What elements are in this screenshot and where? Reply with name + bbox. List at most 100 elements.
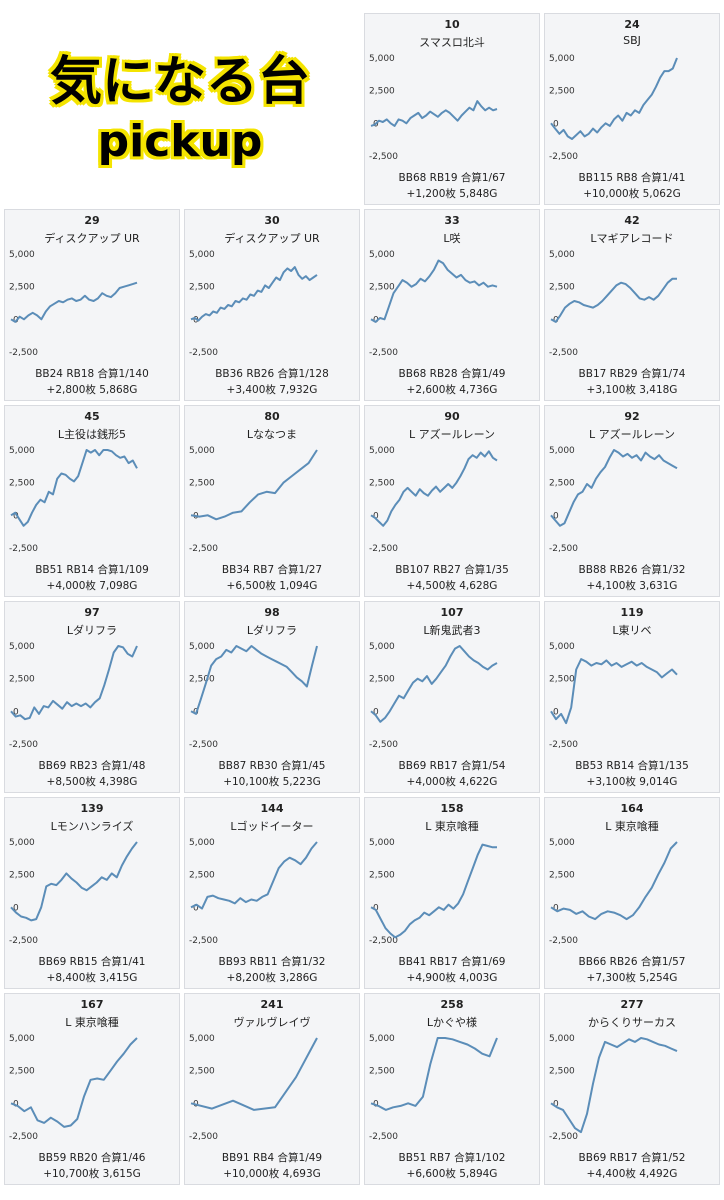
machine-name: L新鬼武者3 [423,624,481,637]
bonus-stats: BB115 RB8 合算1/41 [578,172,686,184]
machine-number: 29 [84,214,100,227]
machine-name: L アズールレーン [408,428,496,441]
machine-name: ディスクアップ UR [44,232,140,245]
machine-number: 107 [440,606,464,619]
machine-card: 90 L アズールレーン 5,000 2,500 0 -2,500 BB107 RB27 合… [364,405,540,597]
machine-name: ヴァルヴレイヴ [233,1016,311,1029]
result-stats: +3,100枚 9,014G [586,776,678,788]
y-tick-label: 0 [193,903,199,913]
machine-number: 30 [264,214,280,227]
y-tick-label: 0 [553,707,559,717]
bonus-stats: BB93 RB11 合算1/32 [218,956,326,968]
machine-card: 98 Lダリフラ 5,000 2,500 0 -2,500 BB87 RB30 合算1/45… [184,601,360,793]
y-tick-label: -2,500 [189,348,218,358]
machine-card: 277 からくりサーカス 5,000 2,500 0 -2,500 BB69 RB17 合算… [544,993,720,1185]
machine-card: 10 スマスロ北斗 5,000 2,500 0 -2,500 BB68 RB19 合算1/6… [364,13,540,205]
y-tick-label: 0 [553,1099,559,1109]
y-tick-label: -2,500 [189,544,218,554]
y-tick-label: 2,500 [9,283,35,293]
series-line [190,449,318,521]
machine-card: 158 L 東京喰種 5,000 2,500 0 -2,500 BB41 RB17 合算1/… [364,797,540,989]
bonus-stats: BB51 RB7 合算1/102 [398,1152,506,1164]
machine-card: 241 ヴァルヴレイヴ 5,000 2,500 0 -2,500 BB91 RB4 合算1/… [184,993,360,1185]
result-stats: +4,000枚 4,622G [406,776,498,788]
bonus-stats: BB34 RB7 合算1/27 [221,564,323,576]
y-tick-label: 5,000 [9,250,35,260]
y-tick-label: 5,000 [369,54,395,64]
y-tick-label: 2,500 [369,675,395,685]
y-tick-label: 2,500 [9,479,35,489]
series-line [370,843,497,939]
bonus-stats: BB91 RB4 合算1/49 [221,1152,323,1164]
machine-card: 33 L咲 5,000 2,500 0 -2,500 BB68 RB28 合算1/49 +2,… [364,209,540,401]
y-tick-label: -2,500 [369,152,398,162]
result-stats: +4,400枚 4,492G [586,1168,678,1180]
machine-card: 24 SBJ 5,000 2,500 0 -2,500 BB115 RB8 合算1/41 +1… [544,13,720,205]
result-stats: +4,900枚 4,003G [406,972,498,984]
y-tick-label: 5,000 [9,446,35,456]
machine-number: 241 [260,998,284,1011]
machine-number: 33 [444,214,460,227]
y-tick-label: -2,500 [369,936,398,946]
machine-name: SBJ [623,34,641,47]
y-tick-label: 2,500 [369,479,395,489]
y-tick-label: 2,500 [369,87,395,97]
y-tick-label: -2,500 [549,544,578,554]
machine-name: Lダリフラ [246,624,298,637]
machine-number: 144 [260,802,284,815]
machine-card: 45 L主役は銭形5 5,000 2,500 0 -2,500 BB51 RB14 合算1/… [4,405,180,597]
result-stats: +10,100枚 5,223G [223,776,321,788]
y-tick-label: 5,000 [9,1034,35,1044]
machine-card: 97 Lダリフラ 5,000 2,500 0 -2,500 BB69 RB23 合算1/48… [4,601,180,793]
machine-number: 277 [620,998,644,1011]
result-stats: +10,000枚 5,062G [583,188,681,200]
machine-name: スマスロ北斗 [419,36,485,49]
series-line [10,449,138,527]
bonus-stats: BB69 RB15 合算1/41 [38,956,146,968]
y-tick-label: 5,000 [369,838,395,848]
machine-card: 107 L新鬼武者3 5,000 2,500 0 -2,500 BB69 RB17 合算1/… [364,601,540,793]
y-tick-label: 2,500 [369,871,395,881]
y-tick-label: -2,500 [549,1132,578,1142]
y-tick-label: 0 [13,511,19,521]
result-stats: +8,400枚 3,415G [46,972,138,984]
bonus-stats: BB68 RB19 合算1/67 [398,172,506,184]
machine-name: からくりサーカス [588,1016,676,1029]
y-tick-label: 0 [13,707,19,717]
series-line [370,450,498,527]
machine-name: ディスクアップ UR [224,232,320,245]
result-stats: +1,200枚 5,848G [406,188,498,200]
result-stats: +4,500枚 4,628G [406,580,498,592]
machine-card: 30 ディスクアップ UR 5,000 2,500 0 -2,500 BB36 RB26 合… [184,209,360,401]
y-tick-label: -2,500 [189,936,218,946]
y-tick-label: -2,500 [369,544,398,554]
bonus-stats: BB68 RB28 合算1/49 [398,368,506,380]
y-tick-label: 5,000 [9,838,35,848]
bonus-stats: BB36 RB26 合算1/128 [215,368,329,380]
series-line [370,645,498,723]
bonus-stats: BB87 RB30 合算1/45 [218,760,326,772]
machine-name: L主役は銭形5 [57,428,127,441]
bonus-stats: BB107 RB27 合算1/35 [395,564,509,576]
y-tick-label: 5,000 [369,446,395,456]
bonus-stats: BB41 RB17 合算1/69 [398,956,506,968]
machine-number: 10 [444,18,460,31]
machine-number: 119 [620,606,644,619]
series-line [10,1037,138,1128]
y-tick-label: 2,500 [9,1067,35,1077]
result-stats: +8,500枚 4,398G [46,776,138,788]
y-tick-label: 5,000 [369,642,395,652]
y-tick-label: 5,000 [9,642,35,652]
